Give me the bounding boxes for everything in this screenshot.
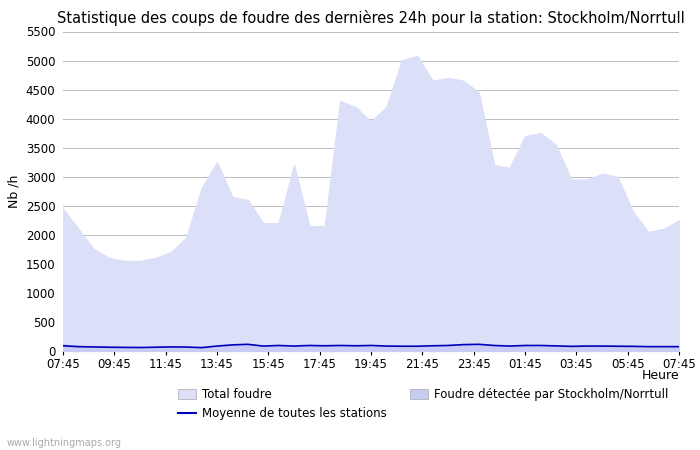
Text: Heure: Heure xyxy=(641,369,679,382)
Legend: Total foudre, Moyenne de toutes les stations, Foudre détectée par Stockholm/Norr: Total foudre, Moyenne de toutes les stat… xyxy=(174,383,673,425)
Title: Statistique des coups de foudre des dernières 24h pour la station: Stockholm/Nor: Statistique des coups de foudre des dern… xyxy=(57,10,685,26)
Text: www.lightningmaps.org: www.lightningmaps.org xyxy=(7,438,122,448)
Y-axis label: Nb /h: Nb /h xyxy=(7,175,20,208)
